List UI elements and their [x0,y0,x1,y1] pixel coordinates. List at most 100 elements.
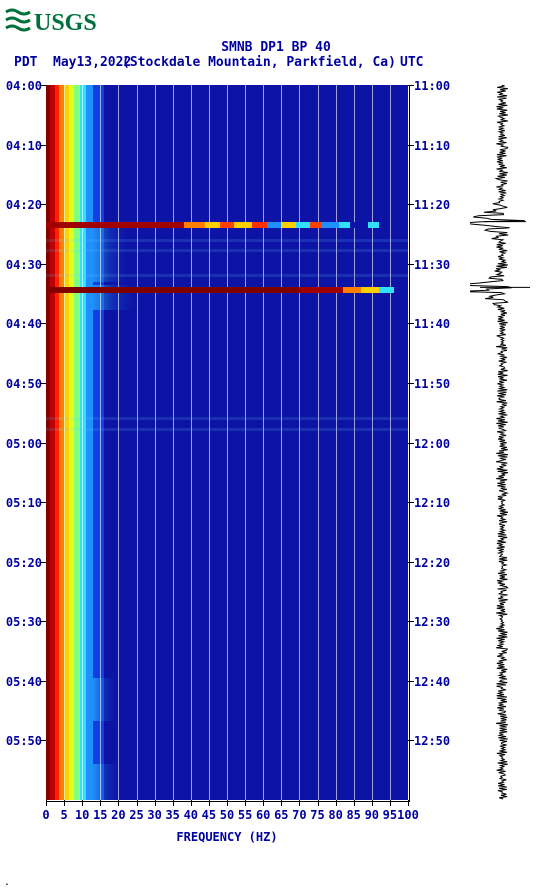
grid-line [100,85,101,800]
y-tick-left: 05:30 [6,615,42,629]
spectrogram-plot [46,85,408,800]
x-axis-label: FREQUENCY (HZ) [46,830,408,844]
tick-mark [40,264,46,265]
y-tick-left: 04:50 [6,377,42,391]
tick-mark [173,800,174,806]
x-tick: 45 [202,808,216,822]
y-tick-right: 12:20 [414,556,450,570]
grid-line [299,85,300,800]
spec-lowfreq-col [86,85,93,800]
utc-label: UTC [400,55,423,70]
y-tick-left: 04:40 [6,317,42,331]
tick-mark [408,264,414,265]
tick-mark [408,85,414,86]
usgs-logo: USGS [4,4,104,38]
tick-mark [336,800,337,806]
x-tick: 40 [184,808,198,822]
x-tick: 10 [75,808,89,822]
grid-line [318,85,319,800]
tick-mark [372,800,373,806]
grid-line [137,85,138,800]
x-tick: 50 [220,808,234,822]
grid-line [390,85,391,800]
x-tick: 20 [111,808,125,822]
tick-mark [40,85,46,86]
tick-mark [408,145,414,146]
y-tick-right: 12:10 [414,496,450,510]
x-tick: 85 [346,808,360,822]
tick-mark [354,800,355,806]
tick-mark [408,621,414,622]
tick-mark [408,383,414,384]
tick-mark [227,800,228,806]
tick-mark [40,383,46,384]
y-tick-left: 05:10 [6,496,42,510]
tick-mark [82,800,83,806]
grid-line [336,85,337,800]
spec-broadening [93,678,115,721]
tick-mark [408,681,414,682]
y-tick-left: 05:00 [6,437,42,451]
x-tick: 55 [238,808,252,822]
y-tick-left: 05:50 [6,734,42,748]
tick-mark [408,323,414,324]
tick-mark [40,502,46,503]
y-tick-right: 12:40 [414,675,450,689]
spec-broadening [93,224,126,281]
seismogram-trace [470,85,540,800]
pdt-label: PDT [14,55,37,70]
x-tick: 0 [42,808,49,822]
title-text: SMNB DP1 BP 40 [221,40,331,55]
grid-line [227,85,228,800]
x-tick: 100 [397,808,419,822]
tick-mark [40,323,46,324]
x-tick: 60 [256,808,270,822]
grid-line [354,85,355,800]
grid-line [173,85,174,800]
grid-line [209,85,210,800]
tick-mark [299,800,300,806]
tick-mark [40,681,46,682]
spec-faint-event [46,417,408,420]
tick-mark [118,800,119,806]
tick-mark [40,443,46,444]
grid-line [155,85,156,800]
x-tick: 90 [365,808,379,822]
x-tick: 80 [328,808,342,822]
grid-line [372,85,373,800]
y-tick-right: 11:40 [414,317,450,331]
tick-mark [191,800,192,806]
grid-line [82,85,83,800]
spec-faint-event [46,249,408,252]
y-tick-right: 12:50 [414,734,450,748]
y-tick-right: 11:10 [414,139,450,153]
y-tick-right: 11:00 [414,79,450,93]
tick-mark [408,204,414,205]
grid-line [191,85,192,800]
x-tick: 5 [60,808,67,822]
x-tick: 65 [274,808,288,822]
tick-mark [281,800,282,806]
grid-line [263,85,264,800]
tick-mark [408,562,414,563]
tick-mark [40,145,46,146]
spec-event-line [46,222,408,228]
y-tick-left: 05:20 [6,556,42,570]
float-mark: . [4,877,10,888]
tick-mark [263,800,264,806]
grid-line [245,85,246,800]
y-tick-left: 04:10 [6,139,42,153]
x-tick: 35 [165,808,179,822]
x-tick: 70 [292,808,306,822]
spec-faint-event [46,428,408,431]
x-tick: 25 [129,808,143,822]
tick-mark [137,800,138,806]
y-tick-left: 04:30 [6,258,42,272]
tick-mark [155,800,156,806]
tick-mark [245,800,246,806]
tick-mark [100,800,101,806]
tick-mark [40,562,46,563]
spec-faint-event [46,239,408,242]
tick-mark [390,800,391,806]
spec-event-line [46,287,408,293]
